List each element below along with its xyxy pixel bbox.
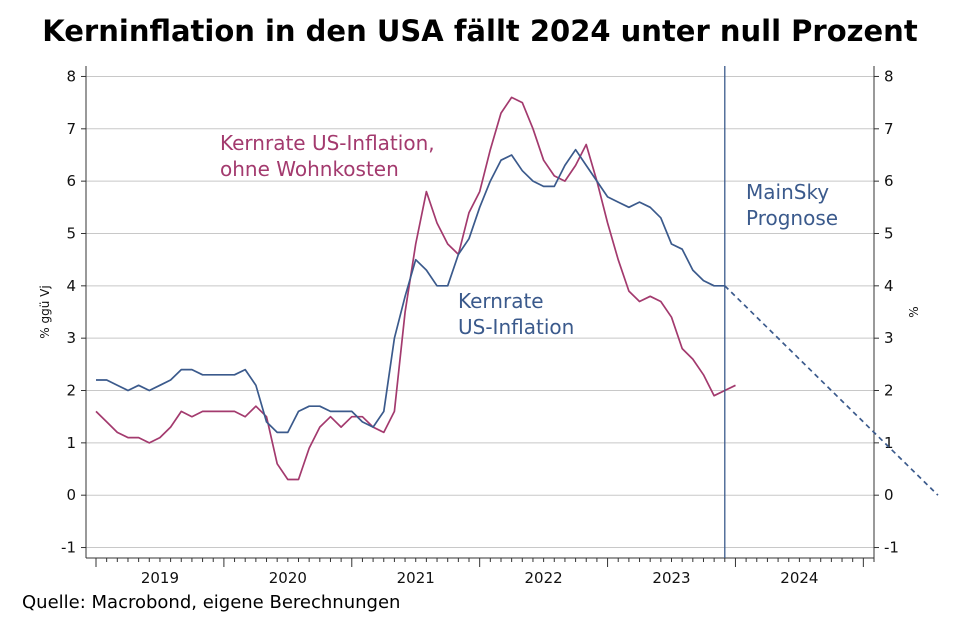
y-tick-label-right: 4 [884,277,894,295]
annotation-forecast-line: Prognose [746,206,838,230]
chart-title: Kerninflation in den USA fällt 2024 unte… [42,14,918,48]
y-tick-label-left: 8 [66,67,76,85]
y-tick-label-left: 7 [66,120,76,138]
y-tick-label-right: 5 [884,224,894,242]
series-line-ex_shelter [95,96,736,481]
y-tick-label-left: 2 [66,382,76,400]
y-tick-label-right: 8 [884,67,894,85]
y-tick-label-right: 0 [884,486,894,504]
y-tick-label-right: 1 [884,434,894,452]
y-axis-label-right: % [907,306,921,317]
y-tick-label-left: 1 [66,434,76,452]
forecast-line [724,285,939,496]
annotation-core-line: Kernrate [458,289,544,313]
source-note: Quelle: Macrobond, eigene Berechnungen [22,592,401,613]
gridlines [86,75,874,549]
y-ticks-right: -1 0 1 2 3 4 5 6 7 8 [884,67,899,556]
y-tick-label-left: 5 [66,224,76,242]
y-tick-label-right: 2 [884,382,894,400]
x-tick-label: 2019 [141,569,179,587]
x-tick-label: 2023 [652,569,690,587]
y-tick-label-left: 3 [66,329,76,347]
y-tick-label-left: 0 [66,486,76,504]
series-line-core [96,148,725,434]
y-axis-label-left: % ggü Vj [38,285,52,338]
series-lines [95,66,939,558]
annotation-ex-shelter-line: Kernrate US-Inflation, [220,131,435,155]
y-tick-label-right: 3 [884,329,894,347]
x-tick-label: 2024 [780,569,818,587]
y-tick-label-left: -1 [61,539,76,557]
x-ticks: 2019 2020 2021 2022 2023 2024 [141,569,819,587]
annotation-ex-shelter-line: ohne Wohnkosten [220,157,399,181]
annotation-forecast-line: MainSky [746,180,829,204]
x-tick-label: 2020 [269,569,307,587]
x-tick-label: 2022 [525,569,563,587]
y-tick-label-right: -1 [884,539,899,557]
annotation-core-line: US-Inflation [458,315,574,339]
y-tick-label-right: 6 [884,172,894,190]
y-tick-label-right: 7 [884,120,894,138]
axes [81,66,879,567]
x-tick-label: 2021 [397,569,435,587]
y-ticks-left: -1 0 1 2 3 4 5 6 7 8 [61,67,76,556]
annotations: Kernrate US-Inflation,ohne Wohnkosten Ker… [220,131,838,339]
y-tick-label-left: 4 [66,277,76,295]
y-tick-label-left: 6 [66,172,76,190]
